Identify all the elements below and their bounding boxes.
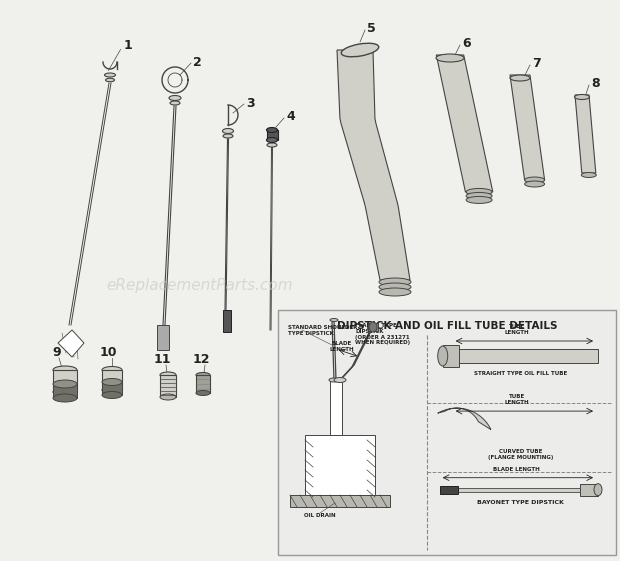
Bar — [102, 370, 122, 390]
Ellipse shape — [160, 394, 176, 400]
Polygon shape — [438, 408, 491, 430]
Ellipse shape — [341, 43, 379, 57]
Ellipse shape — [160, 372, 176, 378]
Bar — [440, 488, 599, 491]
Ellipse shape — [105, 73, 115, 77]
Text: STANDARD SHOULDER
TYPE DIPSTICK: STANDARD SHOULDER TYPE DIPSTICK — [288, 325, 357, 336]
Ellipse shape — [196, 390, 210, 396]
Text: 9: 9 — [53, 346, 61, 358]
Text: 7: 7 — [532, 57, 541, 70]
Ellipse shape — [223, 134, 233, 138]
Bar — [267, 130, 278, 140]
Ellipse shape — [102, 392, 122, 398]
Ellipse shape — [594, 484, 602, 496]
Text: 3: 3 — [246, 96, 255, 109]
Ellipse shape — [196, 373, 210, 378]
Ellipse shape — [169, 95, 181, 100]
Bar — [53, 384, 77, 398]
Text: FLANGE TYPE
DIPSTICK
(ORDER A 231271
WHEN REQUIRED): FLANGE TYPE DIPSTICK (ORDER A 231271 WHE… — [355, 323, 410, 346]
Text: 6: 6 — [462, 36, 471, 49]
Ellipse shape — [53, 394, 77, 402]
Bar — [305, 435, 375, 495]
Bar — [223, 310, 231, 332]
Ellipse shape — [223, 128, 234, 134]
Ellipse shape — [582, 172, 596, 177]
Ellipse shape — [466, 188, 492, 195]
Ellipse shape — [466, 196, 492, 204]
Bar — [278, 310, 616, 555]
Polygon shape — [58, 330, 84, 357]
Text: 11: 11 — [153, 352, 170, 366]
Ellipse shape — [379, 283, 411, 291]
Ellipse shape — [102, 366, 122, 374]
Polygon shape — [510, 75, 544, 180]
Bar — [102, 382, 122, 395]
Ellipse shape — [466, 192, 492, 200]
Text: 8: 8 — [591, 76, 600, 90]
Text: 10: 10 — [99, 346, 117, 358]
Ellipse shape — [170, 101, 180, 105]
Text: TUBE
LENGTH: TUBE LENGTH — [505, 394, 529, 405]
Polygon shape — [436, 55, 493, 192]
Bar — [440, 486, 458, 494]
Ellipse shape — [105, 78, 115, 82]
Text: CURVED TUBE
(FLANGE MOUNTING): CURVED TUBE (FLANGE MOUNTING) — [488, 449, 554, 460]
Bar — [443, 345, 459, 367]
Text: BLADE
LENGTH: BLADE LENGTH — [330, 341, 354, 352]
Ellipse shape — [102, 379, 122, 385]
Ellipse shape — [525, 177, 544, 183]
Ellipse shape — [53, 380, 77, 388]
Ellipse shape — [330, 319, 338, 321]
Text: STRAIGHT TYPE OIL FILL TUBE: STRAIGHT TYPE OIL FILL TUBE — [474, 371, 567, 376]
Bar — [368, 323, 378, 331]
Text: 5: 5 — [367, 21, 376, 34]
Text: 4: 4 — [286, 109, 294, 122]
Bar — [330, 380, 342, 435]
Ellipse shape — [369, 322, 377, 332]
Text: TUBE
LENGTH: TUBE LENGTH — [505, 324, 529, 335]
Text: DIPSTICK AND OIL FILL TUBE DETAILS: DIPSTICK AND OIL FILL TUBE DETAILS — [337, 321, 557, 331]
Bar — [196, 375, 210, 393]
Ellipse shape — [53, 388, 77, 396]
Ellipse shape — [267, 127, 278, 132]
Ellipse shape — [267, 137, 278, 142]
Ellipse shape — [510, 75, 530, 81]
Polygon shape — [337, 50, 410, 280]
Text: BAYONET TYPE DIPSTICK: BAYONET TYPE DIPSTICK — [477, 500, 564, 505]
Ellipse shape — [267, 143, 277, 147]
Ellipse shape — [334, 378, 346, 383]
Text: 2: 2 — [193, 56, 202, 68]
Bar — [580, 484, 598, 496]
Text: BLADE LENGTH: BLADE LENGTH — [494, 467, 540, 472]
Text: eReplacementParts.com: eReplacementParts.com — [107, 278, 293, 292]
Ellipse shape — [379, 278, 411, 286]
Bar — [157, 325, 169, 350]
Ellipse shape — [102, 387, 122, 393]
Polygon shape — [575, 95, 596, 173]
Bar — [160, 375, 176, 397]
Bar — [453, 349, 598, 363]
Ellipse shape — [525, 181, 544, 187]
Ellipse shape — [53, 366, 77, 374]
Text: 12: 12 — [192, 352, 210, 366]
Ellipse shape — [438, 346, 448, 366]
Bar — [290, 495, 390, 507]
Text: OIL DRAIN: OIL DRAIN — [304, 513, 336, 518]
Ellipse shape — [379, 288, 411, 296]
Ellipse shape — [329, 378, 339, 382]
Text: 1: 1 — [124, 39, 133, 52]
Ellipse shape — [575, 94, 590, 99]
Bar — [53, 370, 77, 392]
Ellipse shape — [436, 54, 464, 62]
